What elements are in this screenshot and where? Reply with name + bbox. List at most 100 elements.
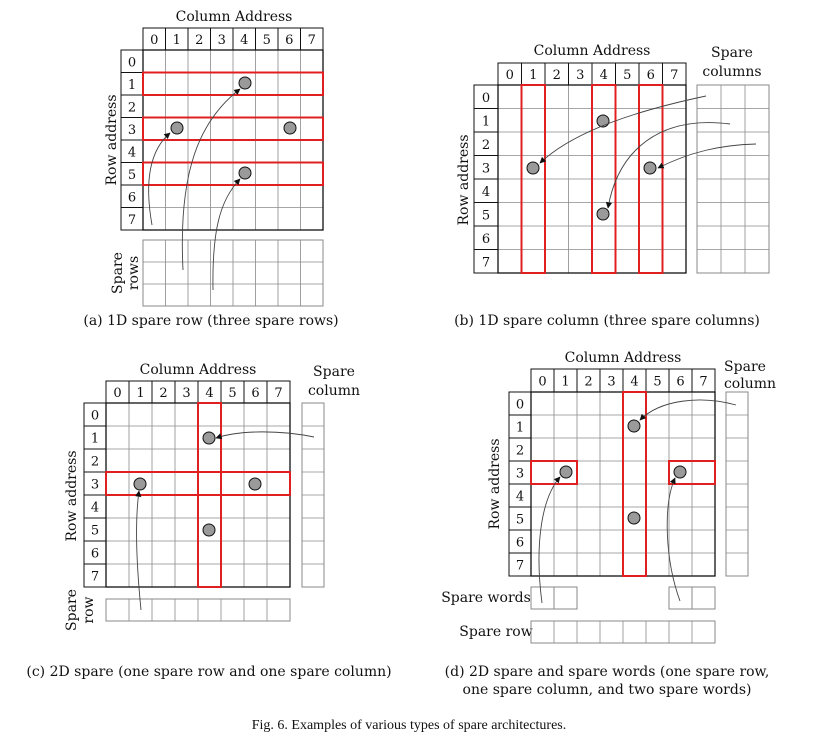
column-number: 2: [553, 68, 561, 83]
row-number: 3: [128, 123, 136, 138]
spare-words-label: Spare words: [441, 590, 531, 606]
row-number: 1: [91, 432, 99, 447]
row-number-header: 0 1 2 3 4 5 6 7: [508, 391, 532, 577]
fault-cell: [248, 477, 262, 491]
row-number: 5: [91, 524, 99, 539]
repaired-column-4: [622, 391, 647, 577]
column-number: 5: [623, 68, 631, 83]
column-number: 1: [173, 33, 181, 48]
column-number: 6: [647, 68, 655, 83]
row-number: 7: [482, 255, 490, 270]
spare-column: [301, 402, 325, 588]
fault-cell: [673, 465, 687, 479]
row-number: 4: [482, 185, 490, 200]
row-address-title: Row address: [64, 450, 80, 541]
row-number: 6: [516, 536, 524, 551]
fault-cell: [283, 121, 297, 135]
column-number: 3: [182, 386, 190, 401]
column-number: 1: [529, 68, 537, 83]
row-number: 3: [482, 161, 490, 176]
column-number: 4: [205, 386, 213, 401]
column-number: 6: [676, 375, 684, 390]
fault-cell: [170, 121, 184, 135]
spare-column-title-line2: column: [724, 376, 776, 392]
fault-cell: [627, 511, 641, 525]
row-address-title: Row address: [104, 94, 120, 185]
remap-arrow: [212, 178, 241, 291]
repaired-row-5: [142, 161, 324, 186]
repaired-column-1: [520, 84, 546, 274]
column-number: 6: [251, 386, 259, 401]
column-number: 7: [670, 68, 678, 83]
row-number: 2: [91, 455, 99, 470]
column-number: 5: [653, 375, 661, 390]
spare-columns: [696, 84, 770, 274]
repaired-word-right: [668, 460, 716, 485]
row-number: 5: [516, 513, 524, 528]
spare-word-left: [530, 586, 578, 610]
row-number: 2: [128, 100, 136, 115]
repaired-row-3: [142, 116, 324, 141]
row-number: 3: [516, 467, 524, 482]
spare-row-label-line2: row: [81, 596, 97, 623]
row-number-header: 0 1 2 3 4 5 6 7: [473, 84, 499, 274]
spare-rows-label-line1: Spare: [110, 252, 126, 294]
row-number: 5: [128, 168, 136, 183]
column-number: 0: [113, 386, 121, 401]
fault-cell: [596, 114, 610, 128]
row-number: 6: [482, 232, 490, 247]
row-number: 1: [482, 114, 490, 129]
row-number: 0: [516, 398, 524, 413]
caption-d-line1: (d) 2D spare and spare words (one spare …: [445, 664, 770, 680]
column-number: 2: [195, 33, 203, 48]
column-number: 3: [576, 68, 584, 83]
row-number: 7: [128, 213, 136, 228]
row-number: 4: [516, 490, 524, 505]
row-number: 2: [516, 444, 524, 459]
column-address-title: Column Address: [140, 362, 257, 378]
spare-columns-title-line2: columns: [702, 64, 761, 80]
fault-cell: [238, 166, 252, 180]
fault-cell: [559, 465, 573, 479]
repaired-word-left: [530, 460, 578, 485]
spare-row-label-line1: Spare: [64, 589, 80, 631]
row-number-header: 0 1 2 3 4 5 6 7: [83, 402, 107, 588]
row-number-header: 0 1 2 3 4 5 6 7: [120, 49, 144, 231]
fault-cell: [202, 431, 216, 445]
remap-arrow: [666, 477, 681, 602]
fault-cell: [238, 76, 252, 90]
row-number: 2: [482, 138, 490, 153]
spare-word-right: [668, 586, 716, 610]
column-address-title: Column Address: [176, 9, 293, 25]
column-number: 1: [561, 375, 569, 390]
remap-arrow: [539, 95, 707, 164]
column-number: 2: [159, 386, 167, 401]
figure-caption: Fig. 6. Examples of various types of spa…: [252, 718, 567, 733]
spare-rows-label-line2: rows: [126, 256, 142, 290]
caption-a: (a) 1D spare row (three spare rows): [83, 313, 338, 329]
column-number: 5: [228, 386, 236, 401]
fault-cell: [596, 207, 610, 221]
row-address-title: Row address: [456, 134, 472, 225]
spare-column: [725, 391, 749, 577]
column-number: 2: [584, 375, 592, 390]
spare-rows: [142, 239, 324, 307]
caption-d-line2: one spare column, and two spare words): [463, 682, 752, 698]
row-number: 0: [128, 55, 136, 70]
remap-arrow: [538, 476, 561, 604]
column-address-title: Column Address: [534, 43, 651, 59]
remap-arrow: [181, 88, 241, 271]
row-number: 6: [128, 190, 136, 205]
remap-arrow: [657, 143, 757, 169]
column-address-title: Column Address: [565, 350, 682, 366]
spare-column-title-line2: column: [308, 383, 360, 399]
column-number: 7: [274, 386, 282, 401]
fault-cell: [526, 161, 540, 175]
